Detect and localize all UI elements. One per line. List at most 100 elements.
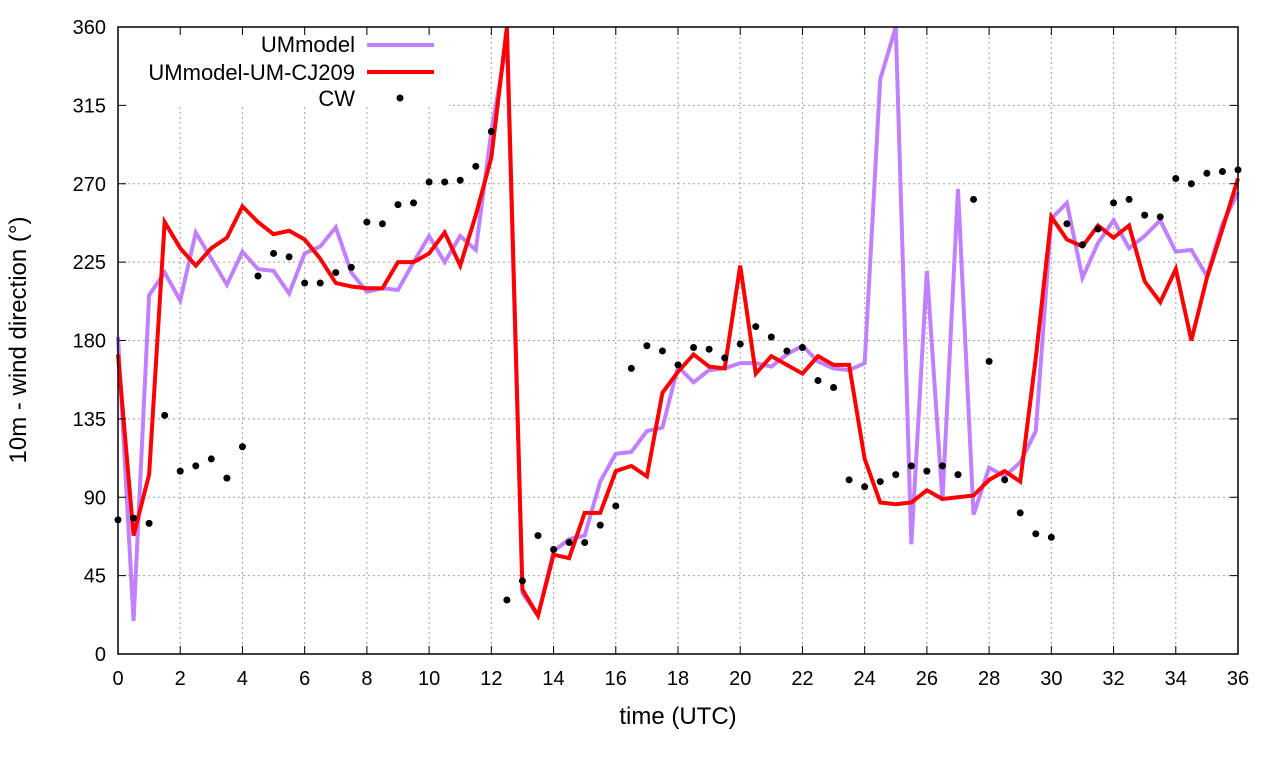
x-tick-label: 14 [542, 668, 564, 690]
cw-data-point [410, 199, 418, 207]
legend-background [119, 28, 449, 106]
cw-data-point [518, 577, 526, 585]
cw-data-point [472, 162, 480, 170]
cw-data-point [1078, 241, 1086, 249]
x-tick-label: 10 [418, 668, 440, 690]
cw-data-point [938, 462, 946, 470]
y-axis-label: 10m - wind direction (°) [5, 216, 32, 463]
x-tick-label: 18 [667, 668, 689, 690]
cw-data-point [192, 462, 200, 470]
cw-data-point [301, 279, 309, 287]
x-tick-label: 16 [605, 668, 627, 690]
cw-data-point [581, 539, 589, 547]
cw-data-point [503, 596, 511, 604]
x-tick-label: 0 [112, 668, 123, 690]
cw-data-point [643, 342, 651, 350]
cw-data-point [456, 176, 464, 184]
cw-data-point [1156, 213, 1164, 221]
x-tick-label: 2 [175, 668, 186, 690]
x-tick-label: 22 [791, 668, 813, 690]
y-tick-label: 0 [95, 644, 106, 666]
cw-data-point [332, 269, 340, 277]
cw-data-point [985, 357, 993, 365]
cw-data-point [907, 462, 915, 470]
y-tick-label: 45 [84, 566, 106, 588]
cw-data-point [1063, 220, 1071, 228]
x-tick-label: 36 [1227, 668, 1249, 690]
x-tick-label: 8 [361, 668, 372, 690]
y-tick-label: 135 [73, 409, 106, 431]
x-tick-label: 4 [237, 668, 248, 690]
x-axis-label: time (UTC) [619, 703, 736, 730]
cw-data-point [1094, 225, 1102, 233]
cw-data-point [752, 323, 760, 331]
cw-data-point [223, 474, 231, 482]
x-tick-label: 32 [1102, 668, 1124, 690]
cw-data-point [1141, 211, 1149, 219]
cw-data-point [736, 340, 744, 348]
cw-data-point [1032, 530, 1040, 538]
cw-data-point [1218, 168, 1226, 176]
cw-data-point [316, 279, 324, 287]
cw-data-point [347, 263, 355, 271]
legend-label-ummodel: UMmodel [261, 32, 355, 57]
x-tick-label: 34 [1165, 668, 1187, 690]
cw-data-point [363, 218, 371, 226]
x-tick-label: 28 [978, 668, 1000, 690]
cw-data-point [767, 333, 775, 341]
tick-labels: 0 2 4 6 8 10 12 14 16 18 20 22 24 26 28 30 32 34 360459013… [73, 17, 1250, 690]
cw-data-point [830, 384, 838, 392]
cw-data-point [1125, 195, 1133, 203]
cw-data-point [130, 514, 138, 522]
y-tick-label: 360 [73, 17, 106, 39]
cw-data-point [892, 471, 900, 479]
cw-data-point [285, 253, 293, 261]
cw-data-point [721, 354, 729, 362]
cw-data-point [861, 483, 869, 491]
cw-data-point [161, 411, 169, 419]
cw-data-point [1047, 533, 1055, 541]
legend-label-cw: CW [318, 86, 355, 111]
legend: UMmodel UMmodel-UM-CJ209 CW [119, 28, 449, 111]
cw-data-point [1110, 199, 1118, 207]
cw-data-point [145, 519, 153, 527]
series-line-ummodel-um-cj209 [116, 26, 1240, 621]
cw-data-point [487, 128, 495, 135]
cw-data-point [534, 532, 542, 540]
cw-data-point [441, 178, 449, 186]
cw-data-point [798, 343, 806, 351]
cw-data-point [690, 343, 698, 351]
grid [118, 27, 1238, 654]
x-tick-label: 24 [854, 668, 876, 690]
cw-data-point [596, 521, 604, 529]
cw-data-point [270, 249, 278, 257]
y-tick-label: 225 [73, 252, 106, 274]
cw-data-point [394, 201, 402, 209]
x-tick-label: 20 [729, 668, 751, 690]
cw-data-point [378, 220, 386, 228]
cw-data-point [1187, 180, 1195, 188]
x-tick-label: 30 [1040, 668, 1062, 690]
cw-data-point [674, 361, 682, 369]
y-tick-label: 270 [73, 174, 106, 196]
cw-data-point [1203, 169, 1211, 177]
cw-data-point [923, 467, 931, 475]
cw-data-point [814, 377, 822, 385]
cw-data-point [970, 195, 978, 203]
cw-data-point [1001, 476, 1009, 484]
cw-data-point [238, 443, 246, 451]
cw-data-point [1172, 175, 1180, 183]
cw-data-point [176, 467, 184, 475]
x-tick-label: 12 [480, 668, 502, 690]
series-layer [114, 26, 1242, 622]
cw-data-point [783, 347, 791, 355]
cw-data-point [954, 471, 962, 479]
cw-data-point [705, 345, 713, 353]
cw-data-point [550, 546, 558, 553]
cw-data-point [845, 476, 853, 484]
cw-data-point [658, 347, 666, 355]
cw-data-point [254, 272, 262, 280]
cw-data-point [876, 478, 884, 486]
legend-label-cj209: UMmodel-UM-CJ209 [148, 60, 355, 85]
